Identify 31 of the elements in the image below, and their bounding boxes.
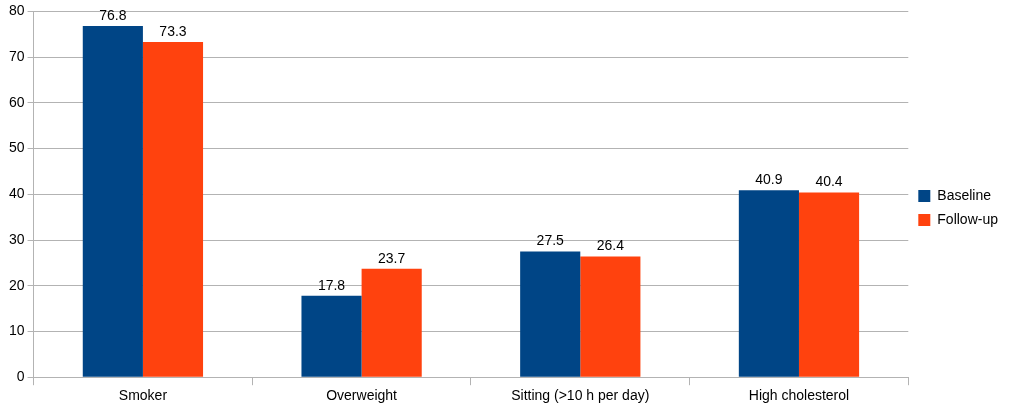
legend-label: Follow-up — [937, 210, 999, 227]
bar — [142, 42, 204, 377]
y-tick-label: 20 — [8, 276, 25, 293]
bar — [580, 256, 641, 377]
data-label: 40.4 — [815, 173, 843, 190]
bar — [738, 190, 799, 377]
data-label: 23.7 — [378, 249, 406, 266]
y-tick-label: 50 — [8, 139, 25, 156]
x-tick-label: Smoker — [118, 387, 168, 404]
y-tick-label: 40 — [8, 185, 25, 202]
legend-label: Baseline — [937, 186, 992, 203]
y-tick-label: 80 — [8, 2, 25, 19]
data-label: 27.5 — [536, 232, 565, 249]
data-label: 17.8 — [317, 276, 346, 293]
y-tick-label: 30 — [8, 230, 25, 247]
data-label: 40.9 — [755, 171, 783, 188]
bar — [361, 268, 422, 377]
x-tick-label: High cholesterol — [748, 387, 850, 404]
y-tick-label: 10 — [8, 322, 25, 339]
data-label: 76.8 — [99, 6, 127, 23]
x-tick-label: Sitting (>10 h per day) — [511, 387, 650, 404]
bar — [82, 26, 143, 377]
data-label: 26.4 — [596, 237, 625, 254]
bar — [520, 251, 581, 377]
x-tick-label: Overweight — [326, 387, 398, 404]
data-label: 73.3 — [159, 22, 187, 39]
bar — [301, 295, 362, 377]
bar — [798, 192, 860, 377]
y-tick-label: 70 — [8, 47, 25, 64]
y-tick-label: 0 — [16, 368, 25, 385]
y-tick-label: 60 — [8, 93, 25, 110]
